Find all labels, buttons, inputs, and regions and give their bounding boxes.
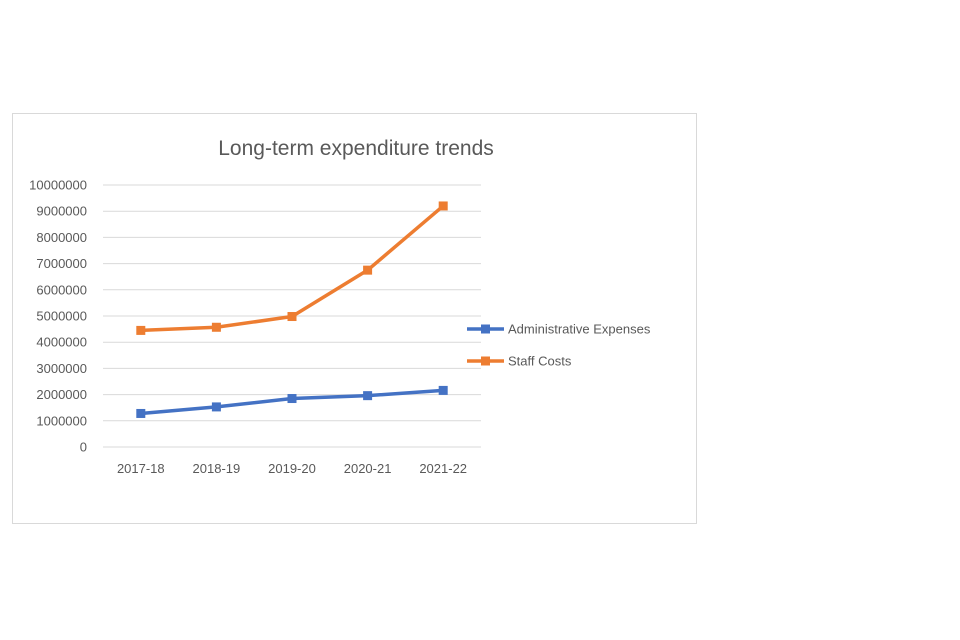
y-tick-label: 3000000: [36, 361, 87, 376]
y-tick-label: 9000000: [36, 204, 87, 219]
y-tick-label: 5000000: [36, 309, 87, 324]
y-tick-label: 1000000: [36, 413, 87, 428]
data-point: [136, 325, 146, 335]
data-point: [287, 394, 297, 404]
x-tick-label: 2019-20: [268, 461, 316, 476]
chart-title: Long-term expenditure trends: [218, 137, 494, 160]
x-tick-label: 2018-19: [193, 461, 241, 476]
y-tick-label: 0: [80, 440, 87, 455]
legend-marker: [481, 324, 490, 334]
data-point: [363, 265, 373, 275]
y-tick-label: 10000000: [29, 178, 87, 193]
data-point: [211, 322, 221, 332]
data-point: [438, 201, 448, 211]
legend: Administrative Expenses Staff Costs: [467, 322, 651, 369]
x-tick-label: 2021-22: [419, 461, 467, 476]
legend-marker: [481, 356, 490, 366]
data-point: [287, 312, 297, 322]
data-point: [136, 408, 146, 418]
y-tick-label: 6000000: [36, 282, 87, 297]
legend-label: Administrative Expenses: [508, 322, 651, 337]
data-point: [211, 402, 221, 412]
y-tick-label: 7000000: [36, 256, 87, 271]
legend-label: Staff Costs: [508, 354, 572, 369]
grid-lines: [103, 184, 481, 448]
data-point: [438, 385, 448, 395]
series-layer: [136, 201, 448, 418]
data-point: [363, 391, 373, 401]
y-tick-label: 8000000: [36, 230, 87, 245]
series-line: [139, 204, 445, 333]
chart-frame: [12, 113, 697, 524]
x-tick-label: 2020-21: [344, 461, 392, 476]
x-axis-ticks: 2017-18 2018-19 2019-20 2020-21 2021-22: [117, 461, 467, 476]
x-tick-label: 2017-18: [117, 461, 165, 476]
y-tick-label: 2000000: [36, 387, 87, 402]
y-axis-ticks: 0 1000000 2000000 3000000 4000000 5000000 6000…: [29, 178, 87, 455]
y-tick-label: 4000000: [36, 335, 87, 350]
